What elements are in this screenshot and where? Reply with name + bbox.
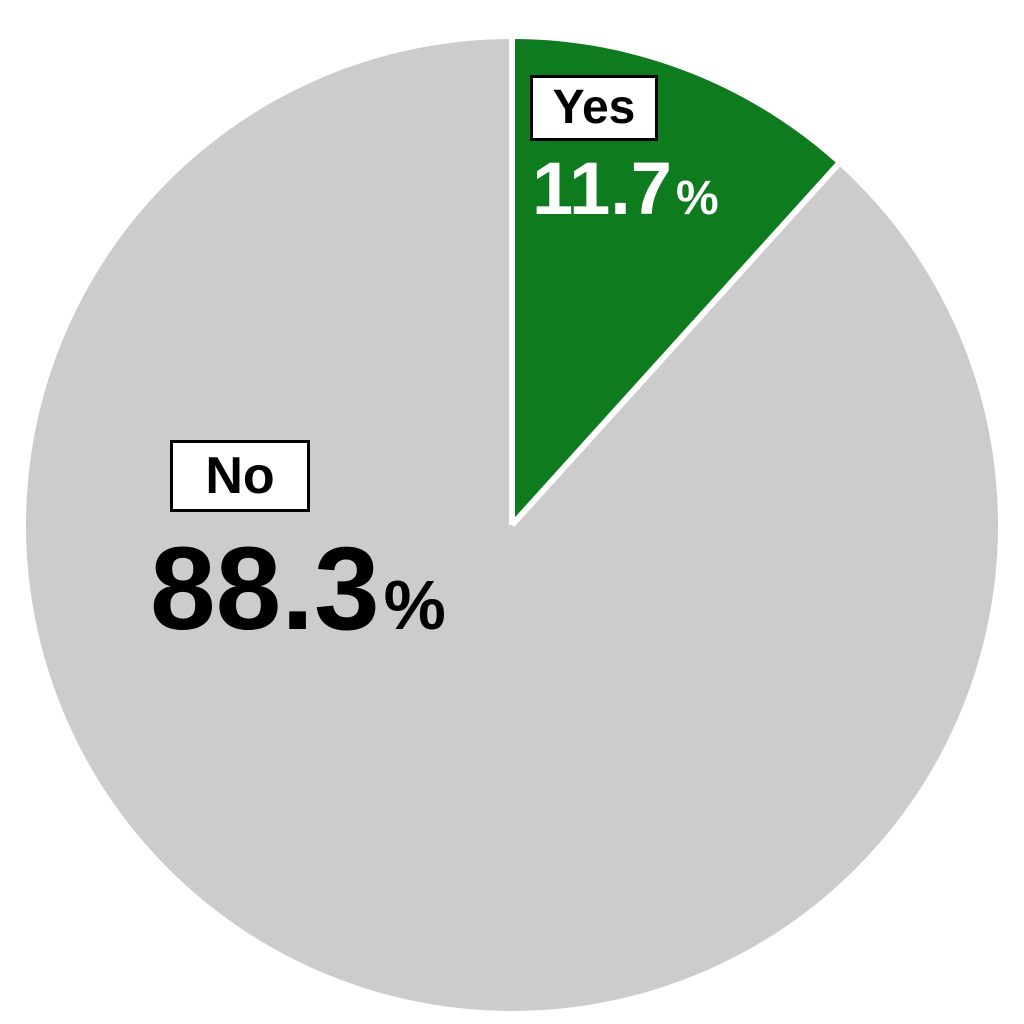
slice-label-yes: Yes — [530, 75, 658, 141]
slice-value-number-no: 88.3 — [150, 523, 380, 655]
slice-value-yes: 11.7% — [532, 152, 719, 226]
slice-value-number-yes: 11.7 — [532, 147, 672, 230]
percent-symbol: % — [676, 172, 719, 225]
slice-label-no: No — [170, 440, 310, 512]
pie-svg — [0, 0, 1024, 1024]
pie-chart: Yes 11.7% No 88.3% — [0, 0, 1024, 1024]
slice-value-no: 88.3% — [150, 530, 446, 648]
percent-symbol: % — [384, 566, 446, 644]
